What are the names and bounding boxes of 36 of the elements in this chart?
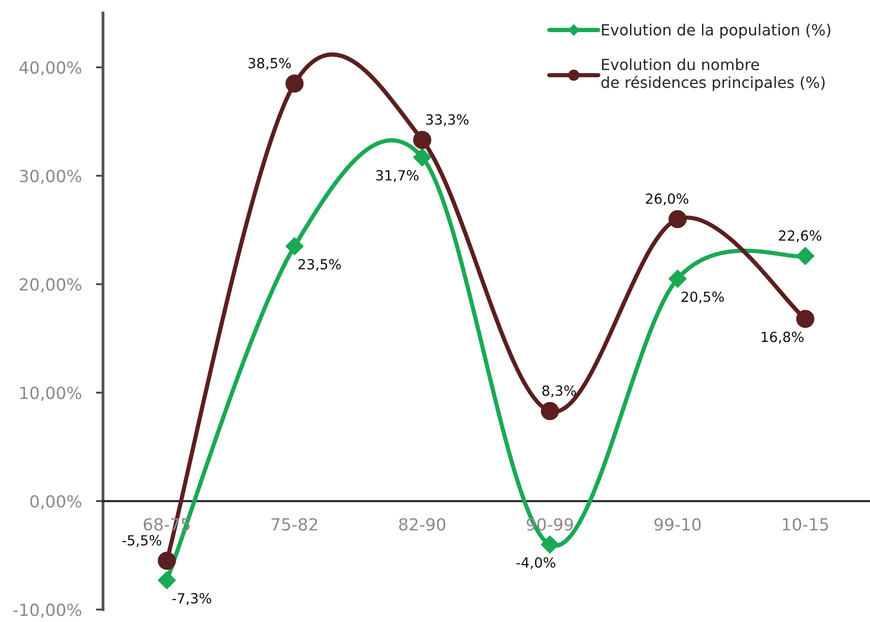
data-label: -7,3% (172, 593, 212, 605)
data-label: -5,5% (122, 535, 162, 547)
x-tick-label: 99-10 (654, 518, 701, 531)
point (158, 571, 176, 590)
point (796, 310, 814, 328)
point (413, 148, 432, 166)
data-label: 38,5% (248, 58, 291, 70)
data-label: 8,3% (542, 385, 576, 398)
y-tick-label: 30,00% (20, 170, 82, 184)
point (540, 402, 559, 420)
y-tick-label: 10,00% (20, 386, 82, 401)
data-label: 31,7% (376, 170, 419, 182)
y-tick-label: 0,00% (30, 495, 82, 510)
legend-label: Evolution du nombre de résidences principales (%) (601, 58, 825, 92)
data-label: 23,5% (298, 258, 341, 271)
point (285, 237, 304, 256)
x-tick-label: 75-82 (272, 518, 318, 531)
data-label: -4,0% (516, 557, 556, 570)
x-tick-label: 82-90 (399, 518, 446, 531)
point (413, 130, 432, 150)
x-tick-label: 10-15 (782, 518, 828, 531)
point (668, 270, 687, 288)
point (540, 535, 559, 554)
y-tick-label: 20,00% (20, 278, 82, 292)
data-label: 33,3% (426, 114, 469, 126)
point (285, 74, 304, 93)
data-label: 26,0% (646, 193, 688, 206)
data-label: 16,8% (762, 332, 804, 344)
y-tick-label: -10,00% (13, 604, 82, 618)
data-label: 20,5% (682, 292, 724, 304)
y-tick-label: 40,00% (19, 61, 82, 76)
point (796, 246, 814, 266)
point (668, 210, 687, 228)
point (158, 552, 176, 570)
legend-label: Evolution de la population (%) (602, 24, 830, 39)
data-label: 22,6% (778, 230, 822, 242)
